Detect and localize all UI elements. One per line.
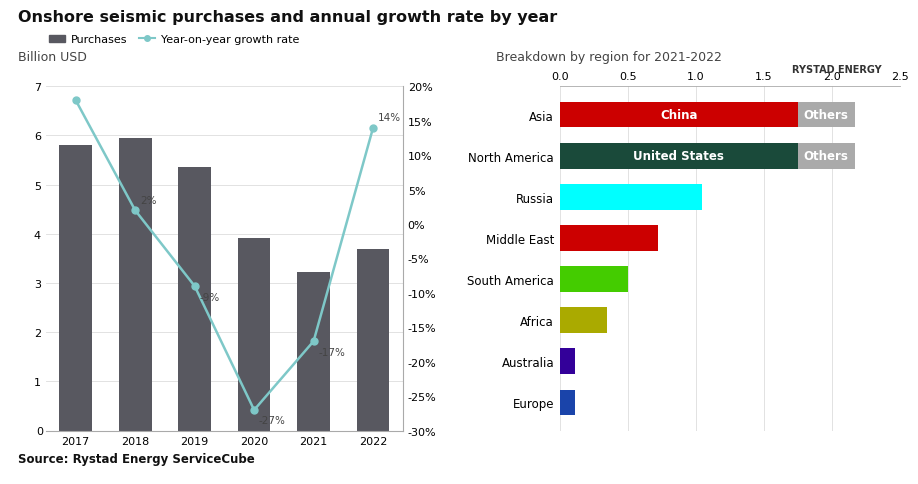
Bar [560, 185, 702, 210]
Text: China: China [660, 109, 698, 122]
Bar [118, 139, 151, 431]
Text: Onshore seismic purchases and annual growth rate by year: Onshore seismic purchases and annual gro… [18, 10, 557, 25]
Bar [60, 146, 92, 431]
Bar [178, 168, 211, 431]
Text: Breakdown by region for 2021-2022: Breakdown by region for 2021-2022 [496, 51, 722, 64]
Text: United States: United States [633, 150, 724, 163]
Text: Others: Others [804, 109, 848, 122]
Bar [297, 272, 330, 431]
Text: Source: Rystad Energy ServiceCube: Source: Rystad Energy ServiceCube [18, 452, 255, 465]
Legend: Purchases, Year-on-year growth rate: Purchases, Year-on-year growth rate [44, 31, 304, 50]
Bar [560, 308, 608, 333]
Text: 2%: 2% [140, 196, 156, 205]
Text: -9%: -9% [199, 292, 219, 302]
Bar [798, 103, 855, 128]
Text: 0: 0 [36, 426, 43, 436]
Bar [560, 103, 798, 128]
Bar [560, 267, 628, 292]
Bar [560, 390, 575, 415]
Text: -17%: -17% [319, 347, 345, 357]
Text: Others: Others [804, 150, 848, 163]
Bar [798, 144, 855, 169]
Bar [560, 144, 798, 169]
Bar [560, 349, 575, 374]
Bar [560, 226, 657, 251]
Bar [357, 249, 389, 431]
Text: -27%: -27% [259, 416, 285, 425]
Text: RYSTAD ENERGY: RYSTAD ENERGY [791, 65, 881, 76]
Text: Billion USD: Billion USD [18, 51, 87, 64]
Text: 14%: 14% [378, 113, 401, 123]
Bar [238, 238, 271, 431]
